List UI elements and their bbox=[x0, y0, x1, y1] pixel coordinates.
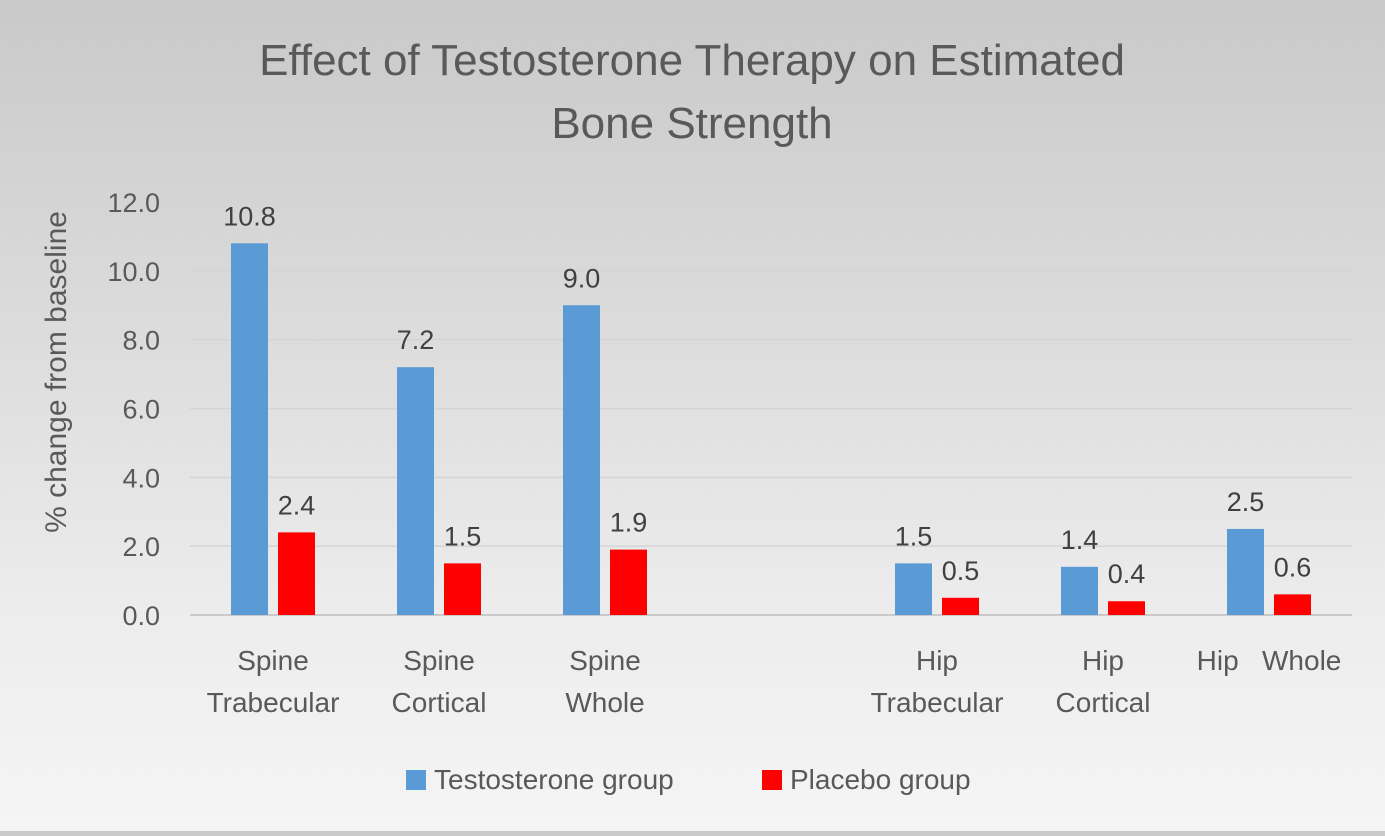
y-tick-label: 0.0 bbox=[122, 601, 160, 631]
data-label: 1.4 bbox=[1061, 525, 1099, 555]
x-tick-label: Trabecular bbox=[207, 687, 340, 718]
bar-testosterone bbox=[1227, 528, 1264, 615]
chart-title: Effect of Testosterone Therapy on Estima… bbox=[259, 36, 1125, 148]
bar-testosterone bbox=[1061, 566, 1098, 615]
data-label: 2.5 bbox=[1227, 487, 1265, 517]
legend-label: Testosterone group bbox=[434, 764, 674, 795]
bars bbox=[231, 243, 1311, 616]
x-tick-label: Trabecular bbox=[871, 687, 1004, 718]
legend: Testosterone group Placebo group bbox=[406, 764, 971, 795]
data-label: 1.5 bbox=[444, 521, 482, 551]
data-label: 9.0 bbox=[563, 263, 601, 293]
y-tick-label: 12.0 bbox=[107, 188, 160, 218]
data-label: 0.4 bbox=[1108, 559, 1146, 589]
data-label: 7.2 bbox=[397, 325, 435, 355]
chart-title-line: Effect of Testosterone Therapy on Estima… bbox=[259, 36, 1125, 85]
data-label: 10.8 bbox=[223, 201, 276, 231]
data-label: 1.9 bbox=[610, 508, 648, 538]
x-tick-label: Spine bbox=[569, 645, 641, 676]
y-tick-label: 2.0 bbox=[122, 532, 160, 562]
legend-swatch bbox=[406, 770, 426, 790]
bar-placebo bbox=[942, 597, 979, 615]
x-tick-label: Cortical bbox=[1056, 687, 1151, 718]
y-axis-title-text: % change from baseline bbox=[40, 211, 73, 533]
x-tick-label: Spine bbox=[237, 645, 309, 676]
data-label: 0.5 bbox=[942, 556, 980, 586]
legend-label: Placebo group bbox=[790, 764, 971, 795]
y-tick-label: 4.0 bbox=[122, 463, 160, 493]
bar-placebo bbox=[1108, 601, 1145, 615]
data-labels: 10.8 2.4 7.2 1.5 9.0 1.9 1.5 0.5 1.4 0.4 2.5 0.6 bbox=[223, 201, 1311, 589]
bar-testosterone bbox=[397, 367, 434, 615]
x-tick-label: Whole bbox=[565, 687, 644, 718]
bar-testosterone bbox=[231, 243, 268, 616]
data-label: 2.4 bbox=[278, 490, 316, 520]
data-label: 0.6 bbox=[1274, 552, 1312, 582]
legend-swatch bbox=[762, 770, 782, 790]
bar-placebo bbox=[278, 532, 315, 615]
y-axis-title: % change from baseline bbox=[40, 211, 73, 533]
bar-testosterone bbox=[563, 305, 600, 615]
y-tick-label: 8.0 bbox=[122, 326, 160, 356]
y-axis-ticks: 0.0 2.0 4.0 6.0 8.0 10.0 12.0 bbox=[107, 188, 160, 631]
chart-title-line: Bone Strength bbox=[551, 99, 832, 148]
bar-testosterone bbox=[895, 563, 932, 615]
bar-placebo bbox=[610, 549, 647, 615]
bar-placebo bbox=[444, 563, 481, 615]
x-tick-label: Hip bbox=[916, 645, 958, 676]
gridlines bbox=[190, 201, 1352, 616]
data-label: 1.5 bbox=[895, 521, 933, 551]
x-tick-label: Hip Whole bbox=[1197, 645, 1342, 676]
x-tick-label: Hip bbox=[1082, 645, 1124, 676]
bar-placebo bbox=[1274, 594, 1311, 615]
y-tick-label: 10.0 bbox=[107, 257, 160, 287]
x-tick-label: Cortical bbox=[392, 687, 487, 718]
y-tick-label: 6.0 bbox=[122, 395, 160, 425]
x-tick-label: Spine bbox=[403, 645, 475, 676]
x-axis-ticks: Spine Trabecular Spine Cortical Spine Whole Hi… bbox=[207, 645, 1342, 718]
